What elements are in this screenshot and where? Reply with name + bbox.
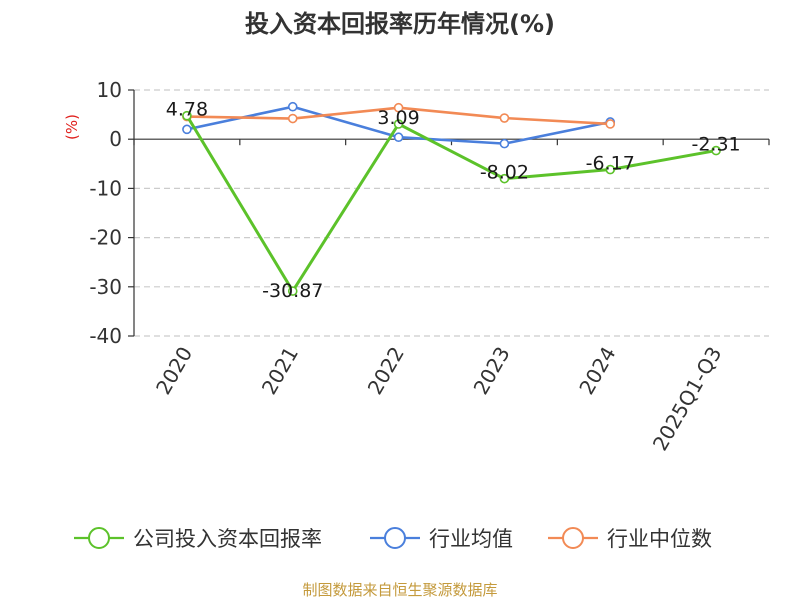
legend-label: 行业均值 [429, 527, 513, 551]
chart-title: 投入资本回报率历年情况(%) [245, 10, 555, 38]
series-layer [182, 101, 721, 296]
series-point [605, 119, 616, 129]
x-tick-label: 2023 [469, 342, 515, 398]
x-tick-label: 2021 [257, 343, 303, 399]
series-point [499, 138, 510, 149]
data-label: -8.02 [480, 162, 529, 184]
legend-label: 行业中位数 [607, 527, 712, 551]
legend-marker [384, 527, 406, 549]
series-point [499, 173, 510, 184]
series-point [499, 113, 510, 123]
series-point [287, 101, 298, 112]
x-tick-label: 2020 [151, 343, 197, 399]
x-tick-label: 2025Q1-Q3 [648, 343, 727, 455]
axes: 10 0 -10 -20 -30 -40 2020 2021 2022 2023 2024 2025Q… [89, 78, 770, 455]
source-note: 制图数据来自恒生聚源数据库 [302, 581, 497, 599]
data-label: -2.31 [691, 134, 740, 156]
series-point [605, 164, 616, 175]
y-tick-label: -20 [89, 226, 122, 250]
data-label: 3.09 [377, 107, 419, 129]
series-point [287, 286, 298, 296]
legend: 公司投入资本回报率 行业均值 行业中位数 [74, 527, 712, 551]
y-tick-label: -10 [89, 176, 122, 200]
y-axis-label: (%) [63, 114, 81, 140]
series-point [182, 124, 192, 135]
series-point [711, 145, 721, 156]
data-labels: 4.78 -30.87 3.09 -8.02 -6.17 -2.31 [166, 99, 741, 302]
x-tick-label: 2024 [574, 343, 620, 399]
x-tick-label: 2022 [363, 343, 409, 399]
series-point [393, 102, 404, 113]
series-point [393, 119, 404, 129]
series-point [393, 132, 404, 143]
legend-label: 公司投入资本回报率 [133, 527, 322, 551]
data-label: 4.78 [166, 99, 208, 121]
data-label: -6.17 [586, 153, 635, 175]
series-point [182, 110, 192, 121]
y-tick-label: -30 [89, 275, 122, 299]
y-tick-label: 10 [97, 78, 122, 102]
legend-marker [562, 527, 584, 549]
legend-marker [88, 527, 110, 549]
y-tick-label: -40 [89, 324, 122, 348]
series-point [287, 113, 298, 124]
grid-lines [134, 89, 769, 337]
data-label: -30.87 [262, 280, 323, 302]
series-line [185, 114, 717, 293]
y-tick-label: 0 [109, 127, 122, 151]
